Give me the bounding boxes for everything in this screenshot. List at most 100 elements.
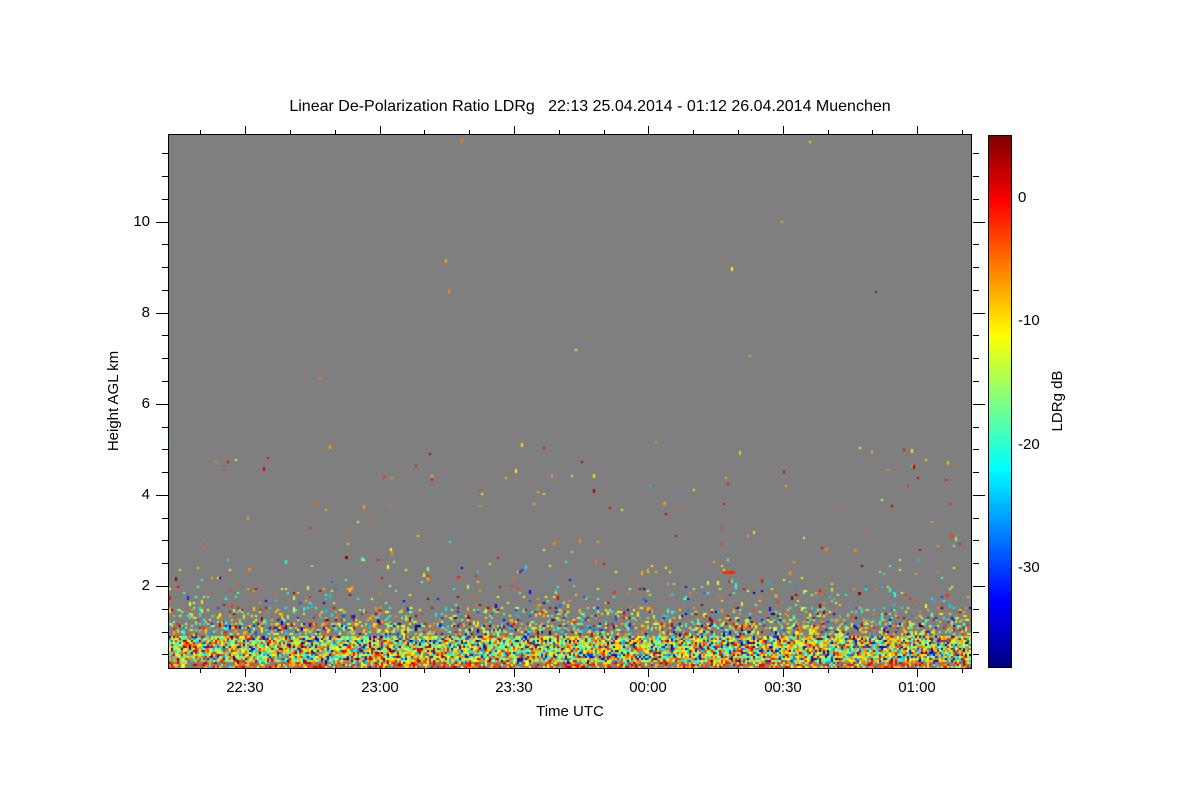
y-minor-tick [162,267,168,268]
y-tick-label: 6 [141,395,150,412]
x-minor-tick [424,669,425,673]
x-major-tick [514,669,515,677]
y-tick-label: 8 [141,304,150,321]
y-minor-tick [162,632,168,633]
x-minor-tick-top [290,130,291,134]
y-minor-tick-right [973,290,979,291]
y-minor-tick [162,358,168,359]
x-minor-tick [828,669,829,673]
y-minor-tick-right [973,153,979,154]
y-minor-tick-right [973,518,979,519]
y-major-tick-right [973,495,985,496]
y-minor-tick-right [973,654,979,655]
y-major-tick-right [973,586,985,587]
y-major-tick [156,404,168,405]
y-minor-tick-right [973,335,979,336]
y-major-tick [156,222,168,223]
y-minor-tick-right [973,472,979,473]
x-minor-tick-top [604,130,605,134]
y-minor-tick-right [973,427,979,428]
y-tick-label: 4 [141,486,150,503]
y-minor-tick-right [973,609,979,610]
x-major-tick-top [783,126,784,134]
x-minor-tick-top [469,130,470,134]
plot-frame [168,134,972,669]
x-minor-tick [693,669,694,673]
x-minor-tick [872,669,873,673]
y-tick-label: 10 [133,213,150,230]
y-minor-tick [162,176,168,177]
x-minor-tick-top [828,130,829,134]
x-major-tick-top [648,126,649,134]
y-major-tick [156,495,168,496]
colorbar-tick-label: 0 [1018,189,1027,206]
x-minor-tick [738,669,739,673]
x-axis-title: Time UTC [536,703,604,720]
y-major-tick [156,313,168,314]
x-major-tick-top [380,126,381,134]
heatmap-canvas [169,135,971,668]
y-minor-tick [162,153,168,154]
y-tick-label: 2 [141,577,150,594]
colorbar-tick-label: -10 [1018,312,1040,329]
y-major-tick [156,586,168,587]
y-minor-tick [162,609,168,610]
y-minor-tick-right [973,244,979,245]
x-major-tick [917,669,918,677]
x-minor-tick-top [693,130,694,134]
y-minor-tick [162,540,168,541]
x-tick-label: 00:30 [764,679,802,696]
x-major-tick-top [917,126,918,134]
y-minor-tick [162,427,168,428]
x-minor-tick [290,669,291,673]
colorbar-title: LDRg dB [1049,370,1066,432]
x-minor-tick [335,669,336,673]
y-minor-tick-right [973,381,979,382]
x-minor-tick-top [200,130,201,134]
x-major-tick [245,669,246,677]
y-minor-tick [162,654,168,655]
y-minor-tick-right [973,632,979,633]
y-minor-tick [162,244,168,245]
x-minor-tick [469,669,470,673]
y-minor-tick [162,335,168,336]
y-major-tick-right [973,222,985,223]
x-tick-label: 01:00 [898,679,936,696]
x-tick-label: 23:30 [495,679,533,696]
y-minor-tick [162,381,168,382]
colorbar-gradient [989,136,1011,667]
y-major-tick-right [973,313,985,314]
x-minor-tick [604,669,605,673]
y-axis-title: Height AGL km [105,350,122,452]
x-minor-tick [200,669,201,673]
colorbar-tick-label: -20 [1018,436,1040,453]
y-minor-tick [162,563,168,564]
x-tick-label: 00:00 [629,679,667,696]
x-major-tick-top [514,126,515,134]
y-minor-tick [162,472,168,473]
y-minor-tick-right [973,267,979,268]
y-minor-tick [162,199,168,200]
x-tick-label: 23:00 [361,679,399,696]
y-minor-tick-right [973,449,979,450]
y-minor-tick [162,518,168,519]
colorbar-tick-label: -30 [1018,559,1040,576]
y-minor-tick-right [973,540,979,541]
x-minor-tick-top [424,130,425,134]
x-minor-tick-top [559,130,560,134]
chart-title: Linear De-Polarization Ratio LDRg 22:13 … [289,98,891,115]
x-major-tick-top [245,126,246,134]
y-minor-tick-right [973,199,979,200]
x-minor-tick-top [738,130,739,134]
x-minor-tick-top [872,130,873,134]
x-minor-tick [962,669,963,673]
x-major-tick [380,669,381,677]
y-major-tick-right [973,404,985,405]
y-minor-tick-right [973,176,979,177]
x-major-tick [648,669,649,677]
x-minor-tick-top [962,130,963,134]
y-minor-tick-right [973,563,979,564]
x-minor-tick-top [335,130,336,134]
y-minor-tick-right [973,358,979,359]
